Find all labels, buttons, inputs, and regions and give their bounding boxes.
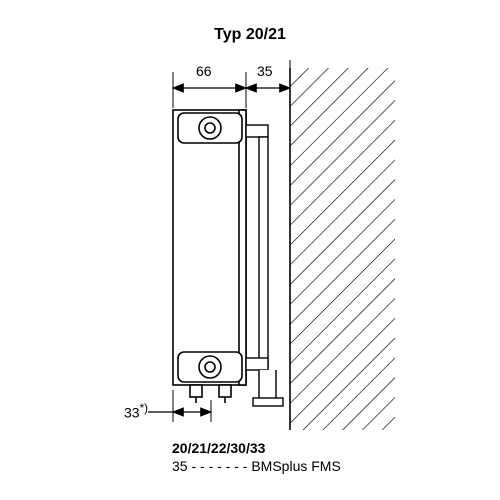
footer-line1: 20/21/22/30/33	[172, 440, 265, 456]
mounting-pipe	[246, 125, 283, 406]
diagram-title: Typ 20/21	[0, 26, 500, 44]
dim-label-35: 35	[257, 63, 273, 79]
wall-section	[290, 68, 395, 430]
diagram-svg	[0, 0, 500, 500]
radiator-body	[173, 110, 246, 403]
footer-line2: 35 - - - - - - - BMSplus FMS	[172, 458, 341, 474]
diagram-container: Typ 20/21 66 35 33*) 20/21/22/30/33 35 -…	[0, 0, 500, 500]
dim-label-66: 66	[196, 63, 212, 79]
dim-label-33: 33*)	[124, 402, 148, 421]
